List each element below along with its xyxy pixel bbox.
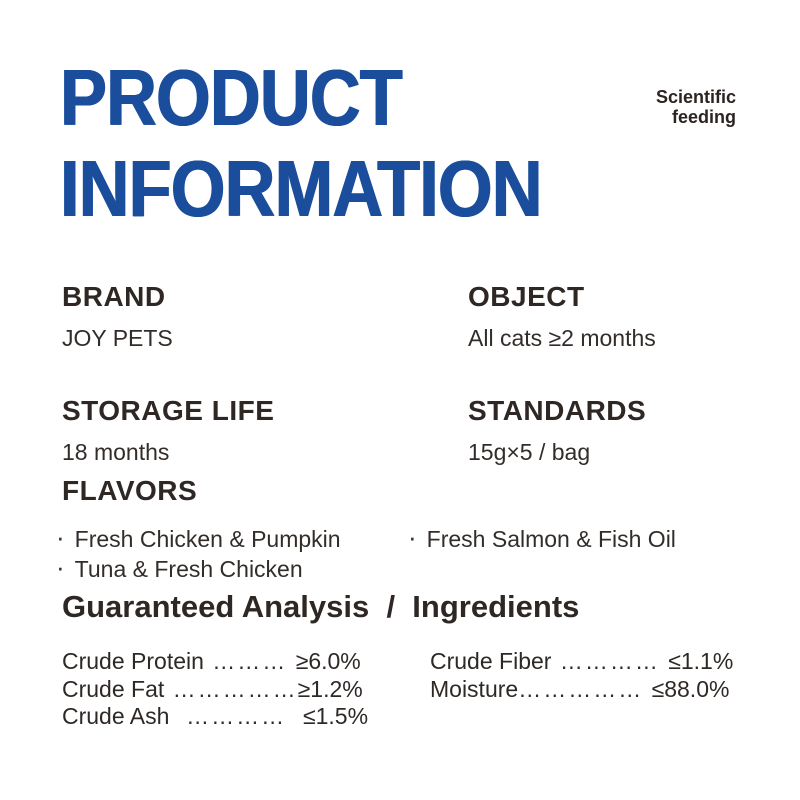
nutrient-name: Crude Fat: [62, 675, 165, 702]
dot-leader: ………: [203, 648, 296, 674]
nutrient-value: ≤88.0%: [651, 675, 730, 702]
spec-label-object: OBJECT: [468, 281, 585, 312]
dot-leader: ……………: [518, 675, 652, 702]
spec-value-standards: 15g×5 / bag: [468, 439, 591, 465]
analysis-row-crude-fiber: Crude Fiber ………… ≤1.1%: [430, 648, 738, 676]
spec-value-storage-life: 18 months: [62, 439, 170, 465]
dot-leader: …………: [551, 648, 669, 674]
flavor-label: Fresh Salmon & Fish Oil: [426, 526, 676, 552]
analysis-table: Crude Protein ……… ≥6.0% Crude Fat …………… …: [62, 648, 738, 731]
spec-label-storage-life: STORAGE LIFE: [62, 395, 275, 426]
nutrient-value: ≤1.5%: [302, 703, 369, 729]
analysis-row-crude-fat: Crude Fat …………… ≥1.2%: [62, 676, 430, 704]
spec-label-brand: BRAND: [62, 281, 166, 312]
flavor-item: · Fresh Chicken & Pumpkin: [56, 522, 408, 554]
spec-storage-life: STORAGE LIFE 18 months: [62, 394, 468, 466]
spec-brand: BRAND JOY PETS: [62, 280, 468, 352]
analysis-row-moisture: Moisture …………… ≤88.0%: [430, 676, 738, 704]
spec-object: OBJECT All cats ≥2 months: [468, 280, 738, 352]
bullet-dot-icon: ·: [56, 522, 65, 552]
spec-value-object: All cats ≥2 months: [468, 325, 656, 351]
nutrient-name: Crude Protein: [62, 648, 204, 674]
flavor-item: · Fresh Salmon & Fish Oil: [408, 522, 762, 554]
nutrient-name: Crude Ash: [62, 703, 170, 729]
nutrient-name: Crude Fiber: [430, 648, 552, 674]
spec-grid: BRAND JOY PETS OBJECT All cats ≥2 months…: [62, 280, 738, 466]
flavors-heading: FLAVORS: [62, 475, 198, 506]
flavor-label: Tuna & Fresh Chicken: [74, 556, 303, 582]
flavor-list: · Fresh Chicken & Pumpkin · Tuna & Fresh…: [56, 522, 762, 584]
analysis-row-crude-ash: Crude Ash ………… ≤1.5%: [62, 703, 430, 731]
page-title: PRODUCT INFORMATION: [60, 52, 607, 234]
spec-value-brand: JOY PETS: [62, 325, 173, 351]
analysis-heading: Guaranteed Analysis / Ingredients: [62, 589, 580, 624]
badge-line1: Scientific: [655, 87, 736, 107]
flavor-column-left: · Fresh Chicken & Pumpkin · Tuna & Fresh…: [56, 522, 408, 584]
page-title-line1: PRODUCT: [60, 53, 403, 142]
flavors-section: FLAVORS · Fresh Chicken & Pumpkin · Tuna…: [56, 474, 762, 584]
page-title-line2: INFORMATION: [60, 144, 543, 233]
spec-standards: STANDARDS 15g×5 / bag: [468, 394, 738, 466]
nutrient-value: ≥6.0%: [295, 648, 361, 674]
flavor-label: Fresh Chicken & Pumpkin: [74, 526, 341, 552]
dot-leader: ……………: [164, 675, 298, 702]
badge-line2: feeding: [671, 107, 736, 127]
analysis-column-left: Crude Protein ……… ≥6.0% Crude Fat …………… …: [62, 648, 430, 731]
spec-label-standards: STANDARDS: [468, 395, 647, 426]
nutrient-value: ≥1.2%: [297, 675, 363, 702]
dot-leader: …………: [169, 703, 303, 729]
bullet-dot-icon: ·: [408, 522, 417, 552]
analysis-row-crude-protein: Crude Protein ……… ≥6.0%: [62, 648, 430, 676]
flavor-column-right: · Fresh Salmon & Fish Oil: [408, 522, 762, 584]
bullet-dot-icon: ·: [56, 552, 65, 582]
scientific-feeding-badge: Scientific feeding: [656, 87, 736, 127]
flavor-item: · Tuna & Fresh Chicken: [56, 552, 408, 584]
nutrient-name: Moisture: [430, 675, 519, 702]
nutrient-value: ≤1.1%: [668, 648, 734, 674]
analysis-column-right: Crude Fiber ………… ≤1.1% Moisture …………… ≤8…: [430, 648, 738, 731]
